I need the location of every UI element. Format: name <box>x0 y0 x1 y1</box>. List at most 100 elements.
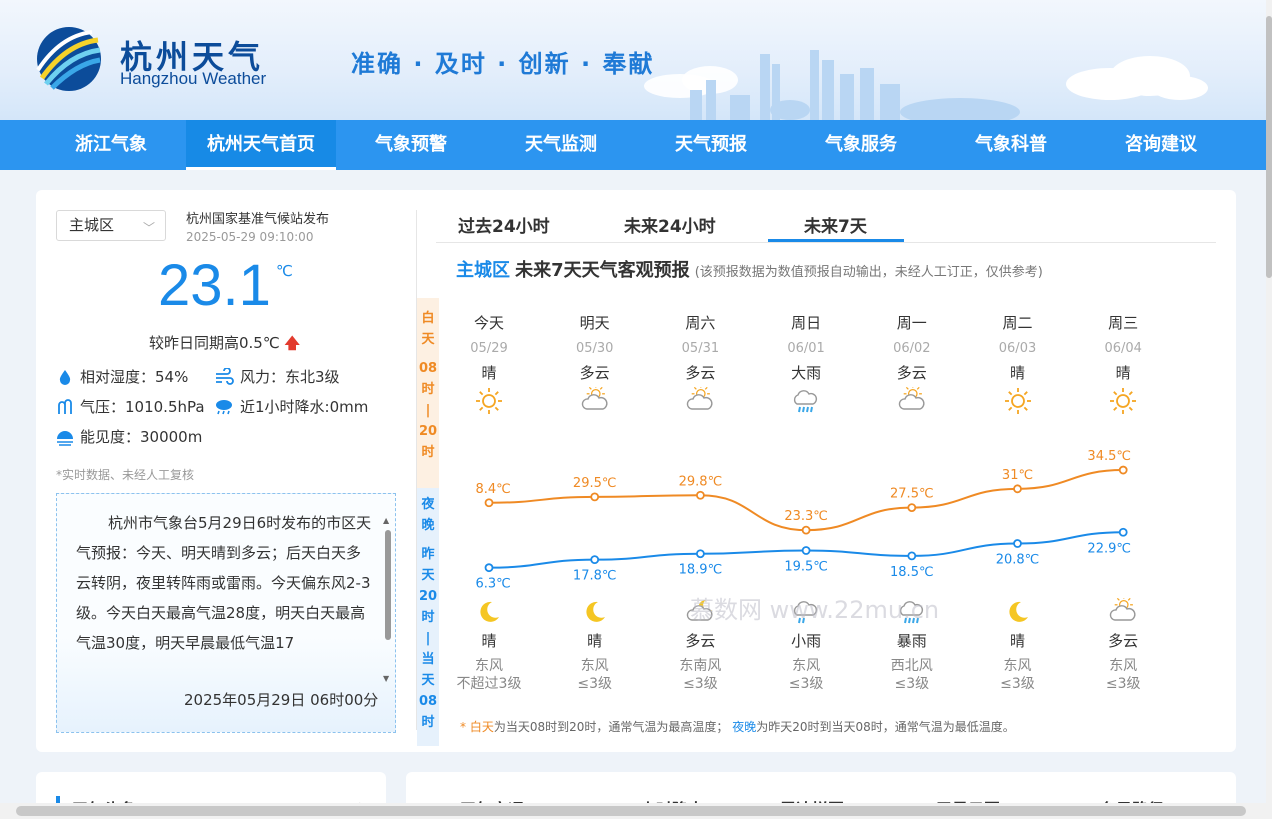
day-band-char: 时 <box>421 445 435 460</box>
high-temp-label: 34.5℃ <box>1087 450 1131 464</box>
temperature-unit: ℃ <box>276 262 293 280</box>
low-temp-point[interactable] <box>1013 539 1022 548</box>
pressure-icon <box>58 398 72 414</box>
nav-item-forecast[interactable]: 天气预报 <box>675 134 747 155</box>
low-temp-point[interactable] <box>1118 527 1128 537</box>
low-temp-point[interactable] <box>907 551 917 561</box>
day-date: 06/04 <box>1104 341 1142 356</box>
low-temp-point[interactable] <box>590 555 600 565</box>
high-temp-point[interactable] <box>695 490 705 500</box>
day-date: 05/29 <box>470 341 508 356</box>
site-slogan: 准确 · 及时 · 创新 · 奉献 <box>351 50 655 78</box>
skyline-decoration <box>690 50 1020 120</box>
day-weather: 多云 <box>685 364 716 382</box>
nav-item-home[interactable]: 杭州天气首页 <box>186 120 336 170</box>
publisher-label: 杭州国家基准气候站发布 <box>186 212 330 227</box>
day-column[interactable]: 周日 06/01 大雨 <box>766 312 846 415</box>
day-name: 周日 <box>791 314 822 332</box>
day-column[interactable]: 周三 06/04 晴 <box>1083 312 1163 415</box>
nav-item-zhejiang[interactable]: 浙江气象 <box>75 134 147 155</box>
high-temp-point[interactable] <box>1118 465 1128 475</box>
day-icon-wrap <box>555 387 635 415</box>
high-temp-point[interactable] <box>907 503 917 512</box>
tab-past-24h[interactable]: 过去24小时 <box>458 217 550 237</box>
forecast-scrollbar[interactable]: ▲ ▼ <box>383 516 392 684</box>
day-icon-wrap <box>766 387 846 415</box>
cloud-decoration <box>1066 56 1208 100</box>
sun-icon <box>476 388 502 414</box>
humidity-icon <box>59 369 71 385</box>
day-icon-wrap <box>449 387 529 415</box>
wind-direction: 西北风 <box>890 658 933 674</box>
night-column[interactable]: 小雨 东风 ≤3级 <box>756 596 856 693</box>
wind-forecast: 西北风 ≤3级 <box>862 657 962 693</box>
night-column[interactable]: 晴东风 ≤3级 <box>545 596 645 693</box>
sun-icon <box>1110 388 1137 414</box>
tab-next-24h[interactable]: 未来24小时 <box>624 217 716 237</box>
high-temp-point[interactable] <box>1013 484 1022 494</box>
tab-next-7d[interactable]: 未来7天 <box>804 217 867 237</box>
page-scrollbar[interactable] <box>1266 0 1272 819</box>
page-scroll-thumb[interactable] <box>1266 16 1272 278</box>
partly-cloudy-icon <box>581 387 608 410</box>
moon-icon <box>586 601 605 622</box>
high-temp-point[interactable] <box>590 492 600 502</box>
note-prefix: * <box>460 720 470 734</box>
watermark: 慕数网 www.22mu.cn <box>690 596 940 624</box>
main-nav: 浙江气象 杭州天气首页 气象预警 天气监测 天气预报 气象服务 气象科普 咨询建… <box>0 120 1272 170</box>
night-column[interactable]: 晴东风 ≤3级 <box>968 596 1068 693</box>
high-temp-point[interactable] <box>484 498 494 508</box>
day-date: 05/31 <box>681 341 720 356</box>
publish-time: 2025-05-29 09:10:00 <box>186 230 314 244</box>
wind-forecast: 东风 ≤3级 <box>968 657 1068 693</box>
day-column[interactable]: 周六 05/31 多云 <box>660 312 740 415</box>
district-select[interactable]: 主城区 ﹀ <box>56 210 166 241</box>
low-temp-label: 17.8℃ <box>573 569 617 584</box>
forecast-tabs: 过去24小时 未来24小时 未来7天 <box>436 210 1216 243</box>
pressure-stat: 气压：1010.5hPa <box>56 396 205 417</box>
day-column[interactable]: 周一 06/02 多云 <box>872 312 952 415</box>
day-name: 周二 <box>1002 314 1033 332</box>
nav-item-warning[interactable]: 气象预警 <box>375 134 447 155</box>
forecast-heading: 主城区 未来7天天气客观预报 (该预报数据为数值预报自动输出，未经人工订正，仅供… <box>456 256 1043 282</box>
day-column[interactable]: 周二 06/03 晴 <box>978 312 1058 415</box>
nav-item-service[interactable]: 气象服务 <box>825 134 897 155</box>
wind-level: ≤3级 <box>577 676 612 692</box>
forecast-scroll-thumb[interactable] <box>385 530 391 640</box>
nav-item-monitor[interactable]: 天气监测 <box>525 134 597 155</box>
nav-item-advice[interactable]: 咨询建议 <box>1125 134 1197 155</box>
cloudy-night-icon <box>687 599 713 621</box>
day-date: 06/02 <box>893 341 931 356</box>
day-column[interactable]: 明天 05/30 多云 <box>555 312 635 415</box>
low-temp-point[interactable] <box>801 546 811 555</box>
city-forecast-date: 2025年05月29日 06时00分 <box>184 691 379 709</box>
night-column[interactable]: 多云 东风 ≤3级 <box>1073 596 1173 693</box>
low-temp-point[interactable] <box>695 549 705 559</box>
wind-value: 风力：东北3级 <box>240 368 340 386</box>
night-band-char: 时 <box>421 715 435 730</box>
scroll-up-icon[interactable]: ▲ <box>383 516 390 525</box>
low-temp-point[interactable] <box>484 563 494 573</box>
day-band-char: 20 <box>418 424 438 439</box>
scroll-down-icon[interactable]: ▼ <box>383 674 390 683</box>
low-temp-label: 18.5℃ <box>890 565 934 580</box>
storm-rain-icon <box>899 601 923 624</box>
day-icon-wrap <box>1083 387 1163 415</box>
day-band: 白天 08 时 | 20 时 <box>417 298 439 488</box>
wind-forecast: 东风 ≤3级 <box>756 657 856 693</box>
high-temp-label: 23.3℃ <box>784 509 828 524</box>
district-select-value: 主城区 <box>69 216 115 234</box>
wind-icon <box>216 367 234 385</box>
high-temp-point[interactable] <box>801 525 811 535</box>
night-column[interactable]: 晴东风 不超过3级 <box>439 596 539 693</box>
horizontal-scroll-thumb[interactable] <box>16 806 1246 816</box>
logo-icon[interactable] <box>36 26 102 92</box>
day-weather: 大雨 <box>791 364 822 382</box>
nav-item-science[interactable]: 气象科普 <box>975 134 1047 155</box>
forecast-hint: (该预报数据为数值预报自动输出，未经人工订正，仅供参考) <box>694 265 1043 280</box>
panel-divider <box>416 210 417 730</box>
current-temperature: 23.1 <box>158 253 271 318</box>
night-column[interactable]: 暴雨 西北风 ≤3级 <box>862 596 962 693</box>
night-column[interactable]: 多云 东南风 ≤3级 <box>650 596 750 693</box>
day-column[interactable]: 今天 05/29 晴 <box>449 312 529 415</box>
